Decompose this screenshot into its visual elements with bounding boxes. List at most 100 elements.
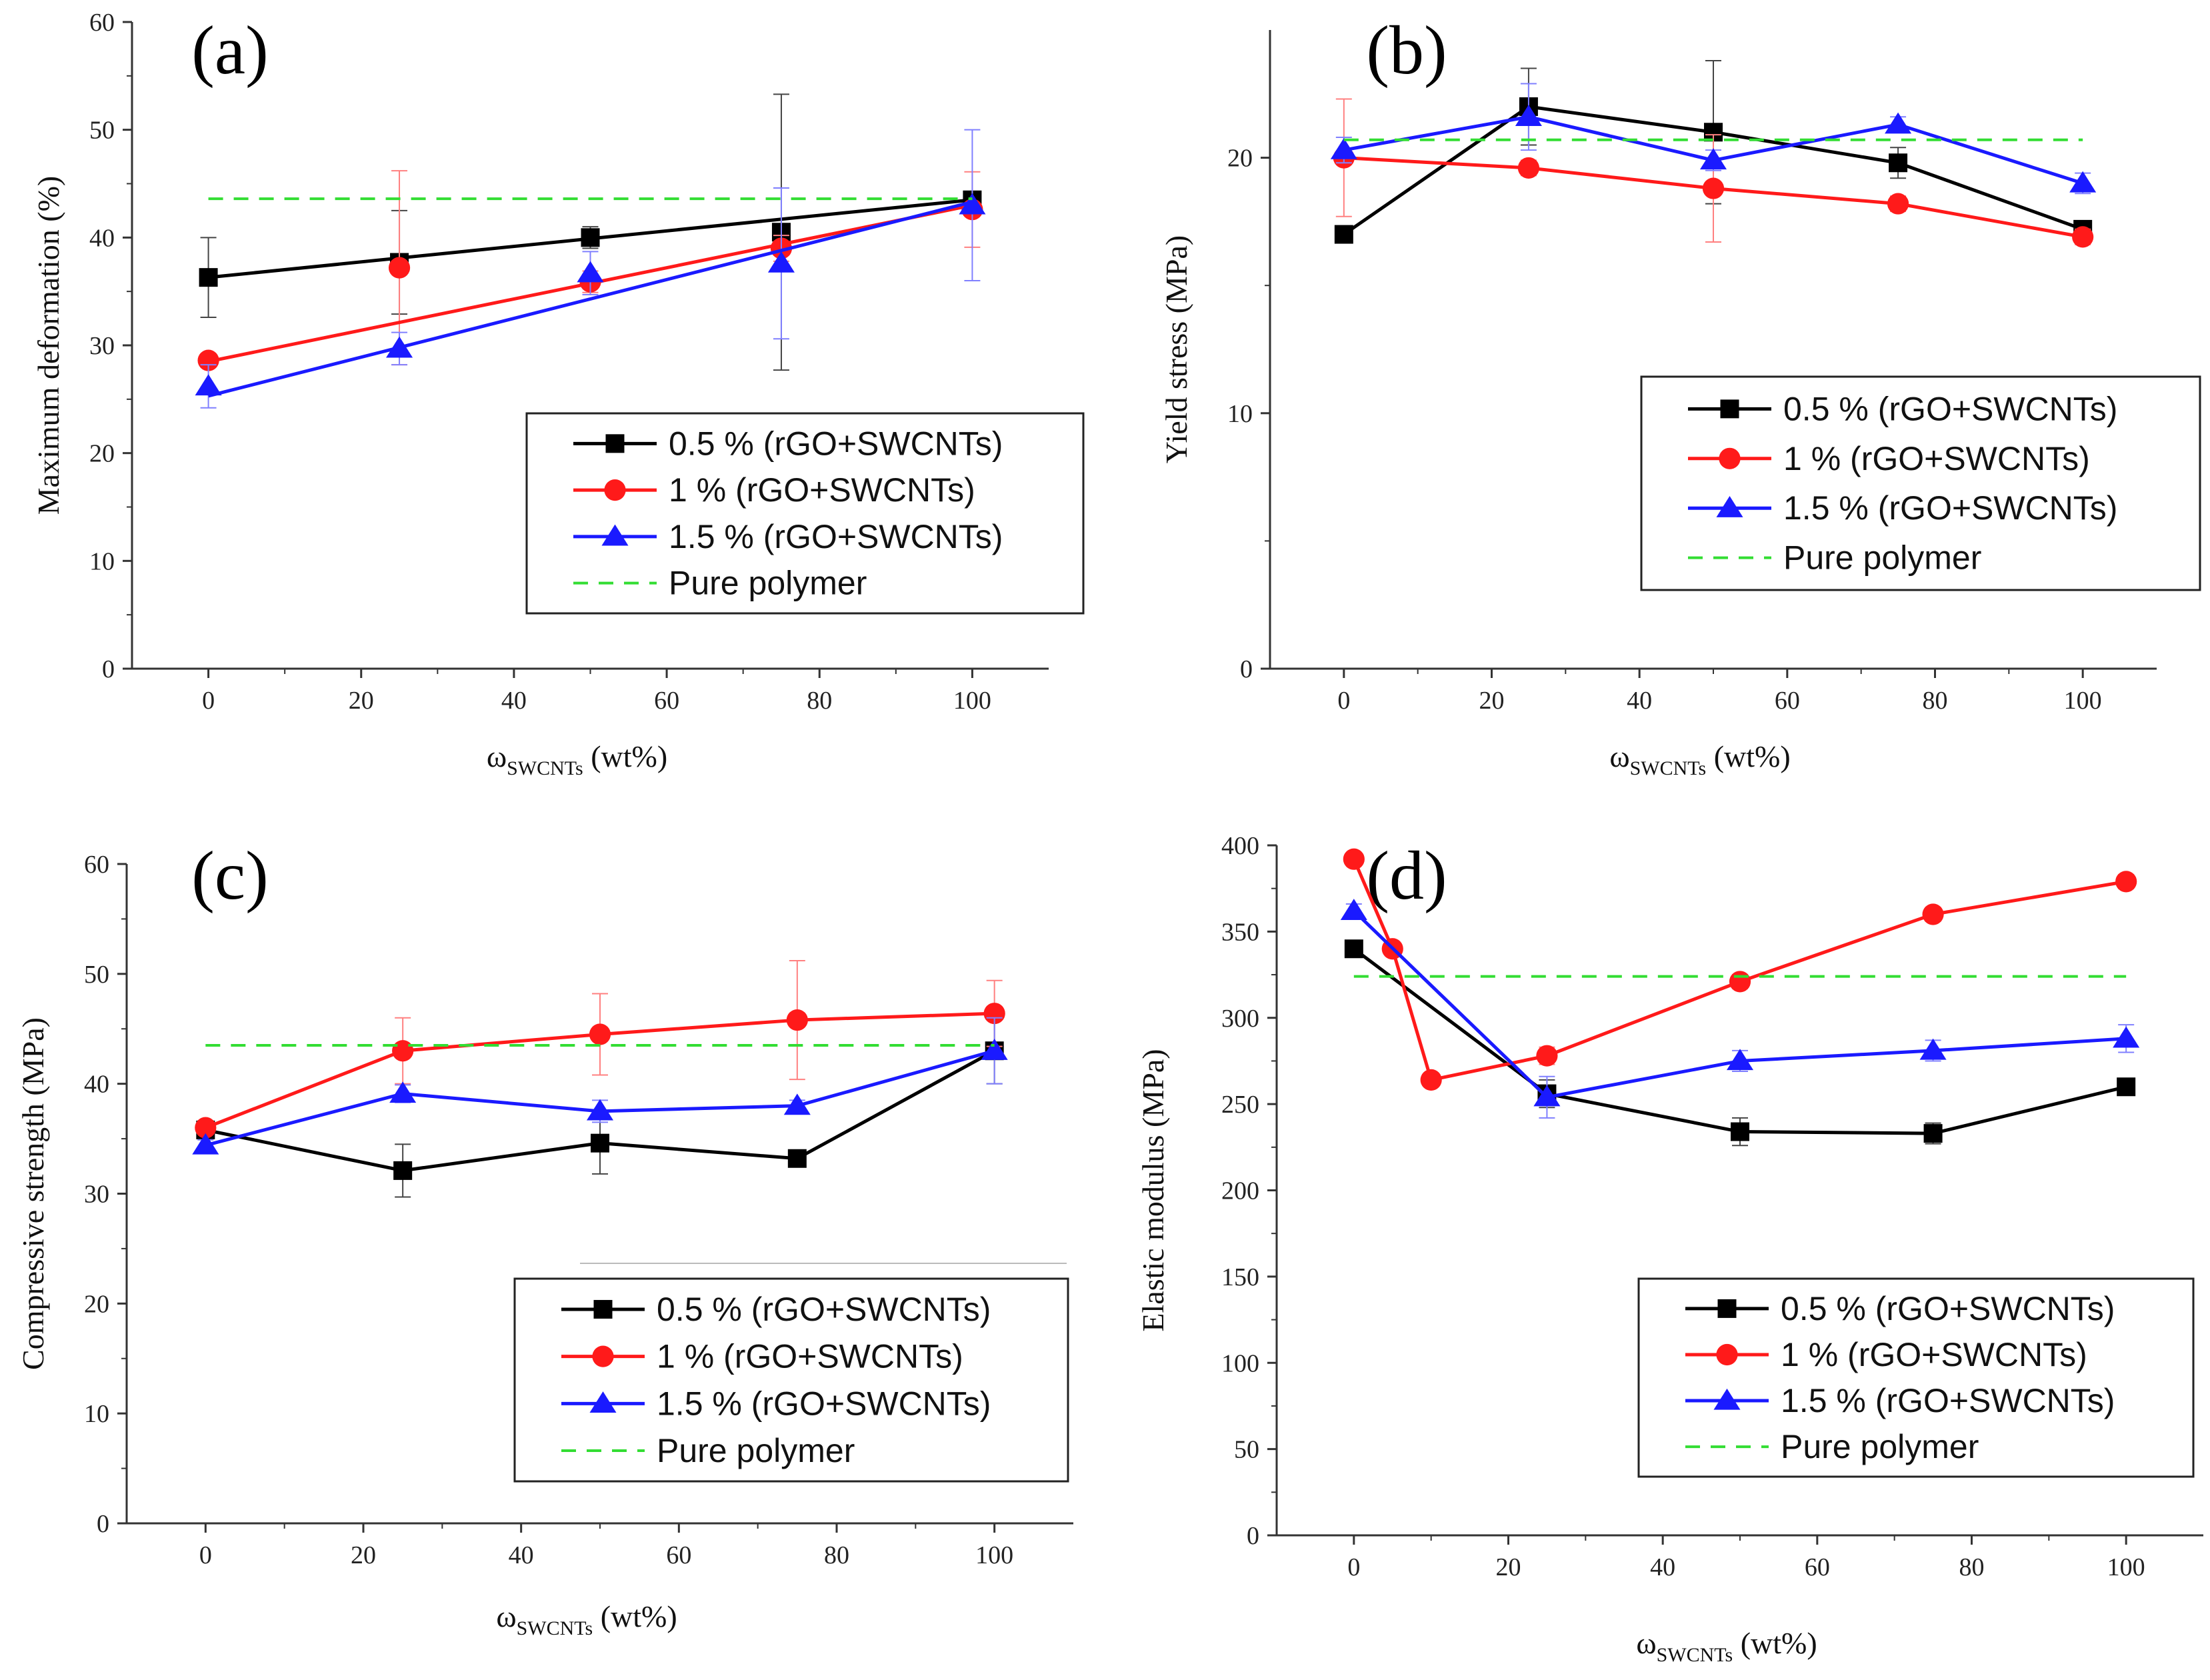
x-axis-title: ωSWCNTs (wt%): [487, 739, 667, 779]
data-point: [2117, 1077, 2136, 1097]
y-axis-title: Yield stress (MPa): [1159, 235, 1193, 463]
x-tick-label: 0: [199, 1541, 212, 1569]
y-tick-label: 30: [89, 332, 115, 360]
x-axis-title: ωSWCNTs (wt%): [1609, 739, 1790, 779]
series-2: [1330, 83, 2097, 195]
data-point: [1887, 193, 1909, 215]
x-tick-label: 80: [1959, 1553, 1985, 1581]
legend-swatch-marker: [604, 479, 626, 501]
data-point: [1344, 939, 1363, 959]
data-point: [199, 268, 218, 287]
legend-swatch-marker: [601, 524, 629, 546]
y-tick-label: 50: [89, 117, 115, 145]
y-tick-label: 30: [84, 1181, 109, 1209]
data-point: [591, 1133, 609, 1153]
y-tick-label: 10: [1227, 400, 1253, 428]
series-0: [199, 93, 982, 371]
fit-line: [207, 200, 973, 398]
y-tick-label: 20: [89, 440, 115, 468]
legend: 0.5 % (rGO+SWCNTs) 1 % (rGO+SWCNTs) 1.5 % …: [525, 412, 1085, 615]
legend-swatch-marker: [1720, 399, 1739, 419]
data-point: [1536, 1045, 1558, 1067]
legend-label: 0.5 % (rGO+SWCNTs): [1783, 390, 2117, 427]
legend-swatch-marker: [593, 1299, 613, 1319]
legend-label: 1 % (rGO+SWCNTs): [1781, 1336, 2087, 1373]
x-tick-label: 20: [1496, 1553, 1521, 1581]
data-point: [1533, 1085, 1561, 1107]
data-point: [195, 1117, 217, 1139]
x-tick-label: 100: [2064, 687, 2102, 715]
data-point: [577, 261, 604, 283]
data-point: [1340, 899, 1367, 920]
legend-label: 0.5 % (rGO+SWCNTs): [657, 1291, 991, 1328]
x-tick-label: 20: [351, 1541, 376, 1569]
legend-label: Pure polymer: [1783, 539, 1981, 577]
legend-label: 1.5 % (rGO+SWCNTs): [1781, 1382, 2115, 1419]
legend-swatch-marker: [1716, 496, 1743, 517]
y-tick-label: 60: [89, 9, 115, 37]
legend-label: Pure polymer: [657, 1432, 855, 1469]
panel-label: (c): [191, 837, 268, 914]
panel-label: (a): [191, 12, 268, 89]
data-point: [959, 193, 986, 215]
data-point: [2113, 1026, 2140, 1048]
x-tick-label: 40: [501, 687, 527, 715]
panel-label: (d): [1366, 837, 1447, 914]
legend-swatch-marker: [592, 1345, 614, 1367]
x-tick-label: 20: [349, 687, 374, 715]
data-point: [787, 1149, 807, 1168]
data-point: [1343, 848, 1365, 870]
data-point: [767, 251, 795, 273]
series-1: [195, 960, 1005, 1139]
data-point: [388, 257, 411, 279]
data-point: [1729, 971, 1751, 993]
y-tick-label: 350: [1221, 918, 1259, 946]
y-axis-title: Elastic modulus (MPa): [1136, 1049, 1170, 1331]
x-tick-label: 100: [2107, 1553, 2145, 1581]
y-tick-label: 150: [1221, 1263, 1259, 1291]
x-tick-label: 60: [654, 687, 679, 715]
data-point: [786, 1009, 808, 1031]
x-tick-label: 0: [1347, 1553, 1360, 1581]
y-tick-label: 0: [97, 1510, 109, 1538]
legend-swatch-marker: [589, 1391, 617, 1413]
panel-c: 0 10 20 30 40 50 60 0 20 40 60 80 100 Compressive str…: [16, 837, 1073, 1639]
y-tick-label: 300: [1221, 1005, 1259, 1033]
panel-a: 0 10 20 30 40 50 60 0 20 40 60 80 100 Maximum deforma…: [31, 9, 1085, 779]
x-tick-label: 40: [509, 1541, 534, 1569]
y-tick-label: 50: [1234, 1436, 1259, 1464]
x-tick-label: 80: [824, 1541, 849, 1569]
x-tick-label: 60: [1805, 1553, 1830, 1581]
series-2: [1340, 899, 2140, 1119]
y-tick-label: 200: [1221, 1177, 1259, 1205]
legend-label: 0.5 % (rGO+SWCNTs): [669, 425, 1003, 462]
data-point: [1330, 137, 1357, 159]
y-axis-title: Compressive strength (MPa): [16, 1017, 50, 1370]
y-tick-label: 40: [84, 1071, 109, 1099]
x-tick-label: 80: [1923, 687, 1948, 715]
data-point: [386, 336, 413, 358]
y-tick-label: 20: [84, 1290, 109, 1318]
legend-label: 1.5 % (rGO+SWCNTs): [669, 518, 1003, 555]
legend-swatch-marker: [1713, 1388, 1741, 1410]
panel-d: 0 50 100 150 200 250 300 350 400 0 20 40 60 80 100 Elas…: [1136, 832, 2203, 1666]
series-0: [1344, 939, 2136, 1147]
legend-swatch-marker: [1717, 1299, 1737, 1318]
data-point: [783, 1093, 811, 1115]
data-point: [1889, 153, 1908, 173]
series-0: [1334, 59, 2093, 244]
y-tick-label: 250: [1221, 1091, 1259, 1119]
data-point: [1922, 903, 1944, 925]
data-point: [1702, 177, 1725, 199]
legend-label: 1.5 % (rGO+SWCNTs): [657, 1385, 991, 1422]
y-tick-label: 50: [84, 961, 109, 989]
x-tick-label: 100: [975, 1541, 1013, 1569]
y-tick-label: 60: [84, 851, 109, 879]
data-point: [1334, 225, 1353, 244]
data-point: [393, 1161, 413, 1180]
data-point: [1731, 1122, 1749, 1141]
x-tick-label: 60: [666, 1541, 691, 1569]
legend-swatch-marker: [1719, 447, 1741, 469]
data-point: [1515, 105, 1542, 126]
legend: 0.5 % (rGO+SWCNTs) 1 % (rGO+SWCNTs) 1.5 % …: [1640, 375, 2201, 591]
